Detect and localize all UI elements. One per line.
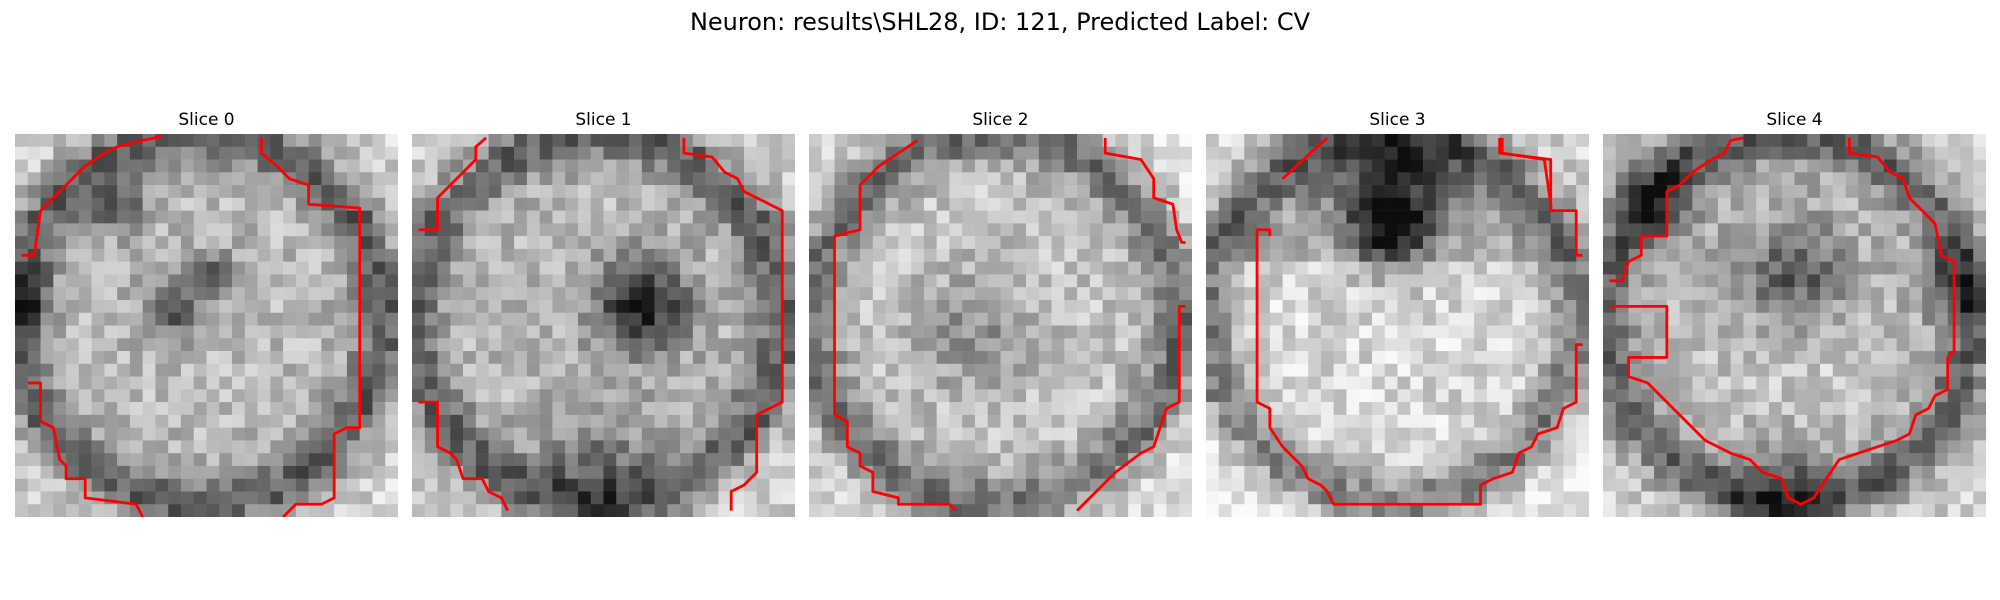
segmentation-contour-0b: [259, 137, 362, 517]
pixel-grid-2: [809, 134, 1192, 517]
slice-image-2: [809, 134, 1192, 517]
segmentation-contour-1c: [418, 400, 510, 512]
segmentation-contour-2b: [1103, 137, 1186, 244]
pixel-grid-4: [1603, 134, 1986, 517]
pixel-grid-0: [15, 134, 398, 517]
slice-image-3: [1206, 134, 1589, 517]
segmentation-contour-2: [833, 139, 919, 415]
slice-title-0: Slice 0: [178, 110, 235, 130]
segmentation-contour-1b: [682, 137, 784, 511]
figure-title: Neuron: results\SHL28, ID: 121, Predicte…: [689, 8, 1311, 36]
segmentation-contour-4: [1609, 136, 1744, 283]
pixel-grid-1: [412, 134, 795, 517]
segmentation-contour-0: [21, 135, 163, 257]
pixel-grid-3: [1206, 134, 1589, 517]
segmentation-contour-1: [418, 136, 487, 232]
segmentation-contour-4b: [1609, 137, 1956, 506]
slice-title-2: Slice 2: [972, 110, 1029, 130]
segmentation-contour-3g: [1255, 228, 1583, 506]
slice-title-3: Slice 3: [1369, 110, 1426, 130]
slice-title-1: Slice 1: [575, 110, 632, 130]
segmentation-contour-2d: [833, 413, 957, 512]
segmentation-contour-3f: [1498, 137, 1583, 257]
segmentation-contour-0c: [27, 381, 144, 517]
slice-image-4: [1603, 134, 1986, 517]
slice-title-4: Slice 4: [1766, 110, 1823, 130]
segmentation-contour-2c: [1076, 304, 1186, 512]
slice-image-1: [412, 134, 795, 517]
slice-image-0: [15, 134, 398, 517]
segmentation-contour-3: [1281, 136, 1329, 180]
